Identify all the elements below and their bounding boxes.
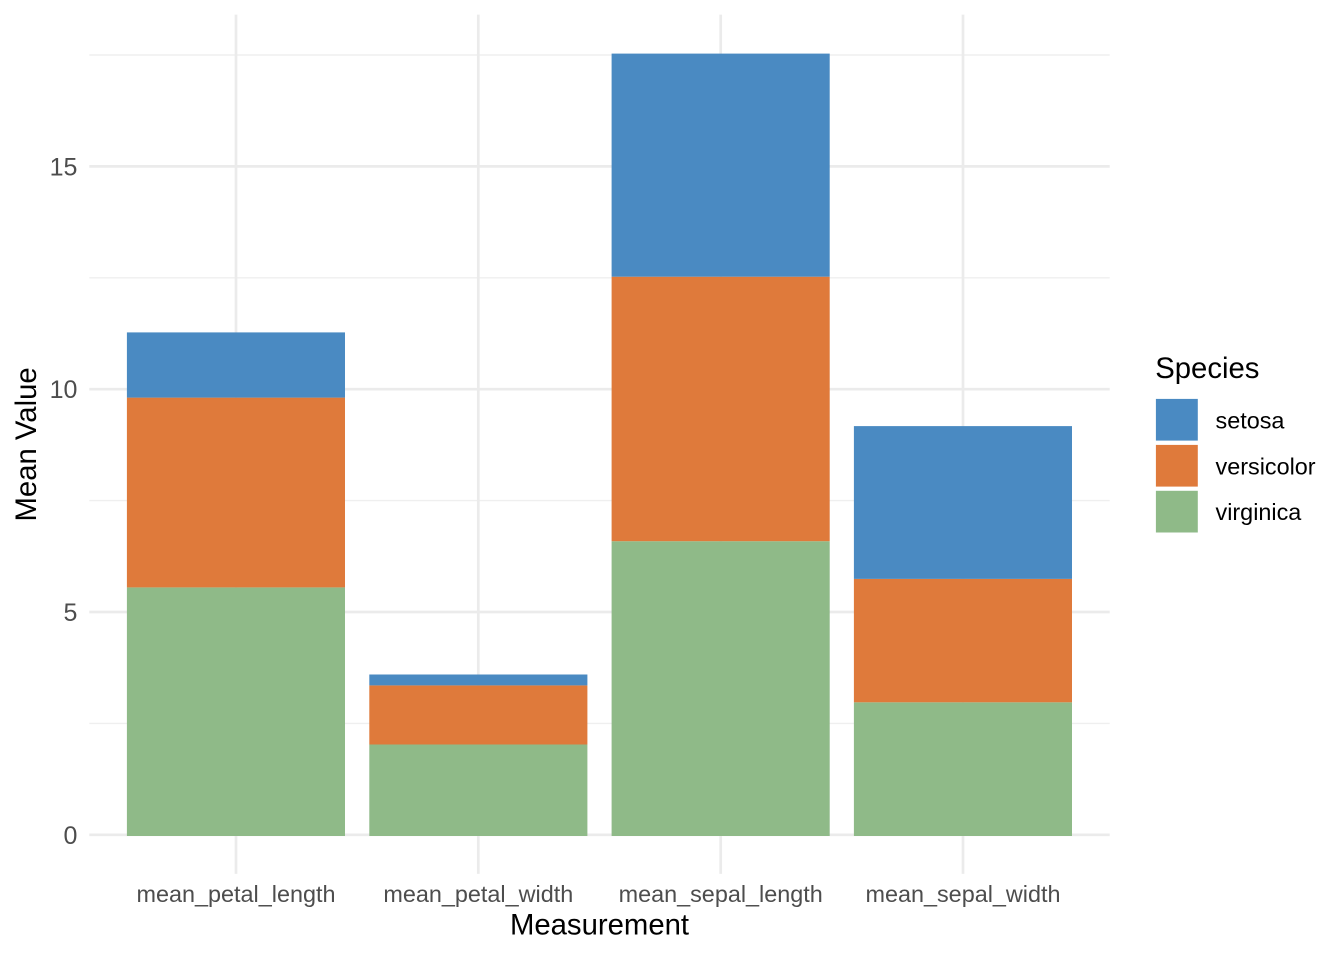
svg-text:15: 15: [50, 153, 78, 181]
svg-text:mean_sepal_length: mean_sepal_length: [619, 881, 823, 907]
svg-text:0: 0: [63, 822, 77, 850]
svg-text:mean_petal_length: mean_petal_length: [137, 881, 336, 907]
svg-text:Mean Value: Mean Value: [10, 367, 43, 521]
svg-text:virginica: virginica: [1216, 499, 1303, 525]
svg-text:versicolor: versicolor: [1216, 453, 1316, 479]
svg-text:mean_sepal_width: mean_sepal_width: [865, 881, 1060, 907]
svg-text:10: 10: [50, 376, 78, 404]
svg-text:Species: Species: [1155, 352, 1259, 385]
svg-text:mean_petal_width: mean_petal_width: [383, 881, 573, 907]
svg-text:Measurement: Measurement: [510, 909, 689, 942]
svg-text:5: 5: [63, 599, 77, 627]
svg-text:setosa: setosa: [1216, 407, 1286, 433]
